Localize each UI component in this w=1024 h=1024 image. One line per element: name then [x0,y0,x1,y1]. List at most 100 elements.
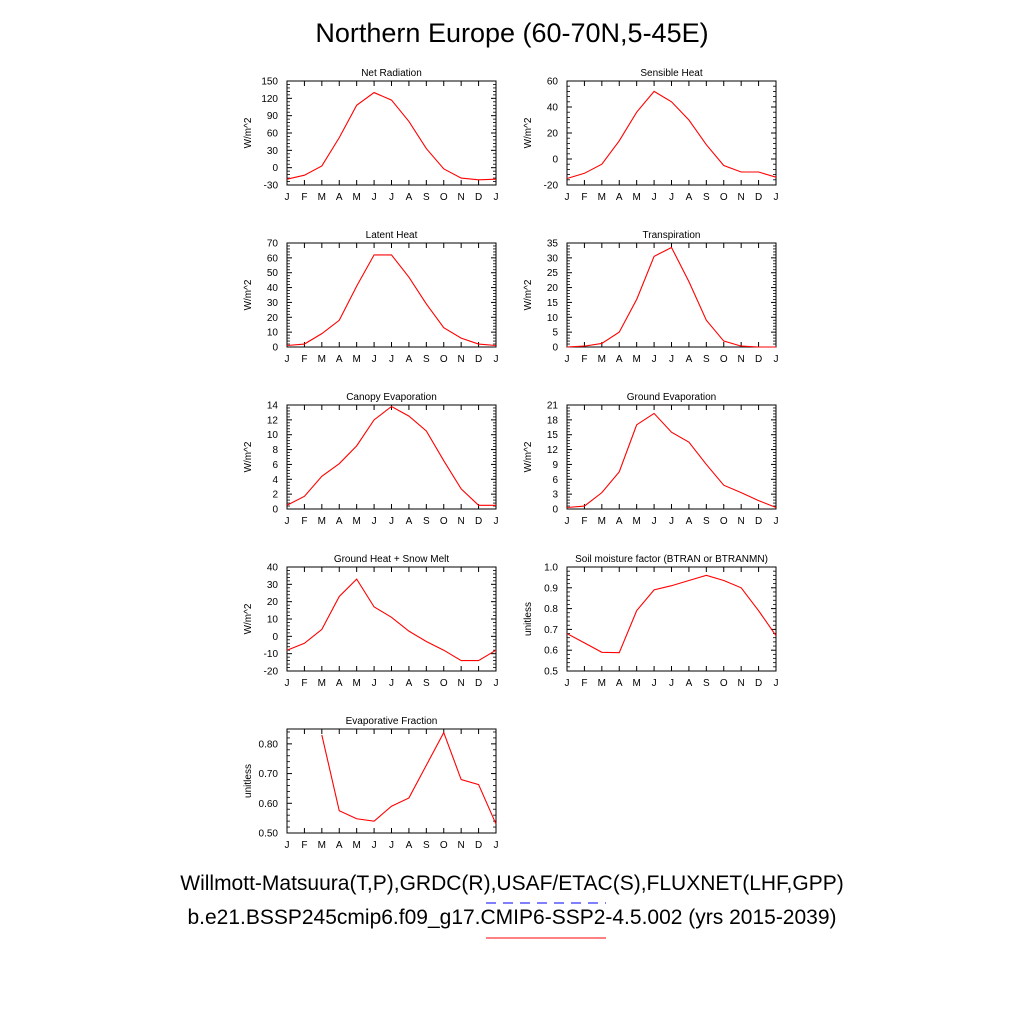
y-tick-label: 20 [267,597,279,608]
y-tick-label: 60 [547,77,559,88]
y-tick-label: 18 [547,415,559,426]
x-tick-label: J [389,516,394,527]
x-tick-label: O [440,678,448,689]
x-tick-label: O [440,354,448,365]
series-line [286,405,496,506]
y-tick-label: 0.8 [544,604,558,615]
x-tick-label: J [565,678,570,689]
x-tick-label: N [738,192,745,203]
y-tick-label: 50 [267,268,279,279]
y-tick-label: 0 [552,505,558,516]
x-tick-label: J [389,840,394,851]
x-tick-label: D [475,192,482,203]
series-line [286,254,497,347]
plot-frame [286,566,497,672]
x-tick-label: A [336,192,343,203]
x-tick-label: J [494,840,499,851]
y-tick-label: 30 [267,146,279,157]
y-tick-label: 10 [547,313,559,324]
x-tick-label: F [581,354,587,365]
y-tick-label: 60 [267,129,279,140]
y-tick-label: 1.0 [544,563,558,574]
y-tick-label: 5 [552,328,558,339]
x-tick-label: J [565,516,570,527]
y-tick-label: -30 [264,181,279,192]
x-tick-label: J [285,192,290,203]
x-tick-label: S [423,192,430,203]
page-title: Northern Europe (60-70N,5-45E) [315,18,709,48]
y-axis-label: W/m^2 [523,117,534,148]
x-tick-label: A [686,516,693,527]
legend-entry-observations: Willmott-Matsuura(T,P),GRDC(R),USAF/ETAC… [180,872,844,895]
panel-title: Canopy Evaporation [346,392,437,403]
y-tick-label: 8 [272,445,278,456]
x-tick-label: F [301,840,307,851]
x-tick-label: J [494,678,499,689]
y-tick-label: 0.9 [544,583,558,594]
panel-title: Transpiration [643,230,701,241]
x-tick-label: M [318,678,326,689]
y-tick-label: 120 [261,94,278,105]
y-tick-label: 30 [547,253,559,264]
x-tick-label: A [406,516,413,527]
x-tick-label: M [352,192,360,203]
x-tick-label: M [352,678,360,689]
x-tick-label: J [669,678,674,689]
y-axis-label: unitless [243,764,254,798]
x-tick-label: M [318,354,326,365]
x-tick-label: J [285,354,290,365]
x-tick-label: A [616,192,623,203]
x-tick-label: A [406,840,413,851]
x-tick-label: N [738,678,745,689]
legend-swatch-observations [486,902,606,904]
y-tick-label: 15 [547,430,559,441]
x-tick-label: A [686,354,693,365]
x-tick-label: J [372,516,377,527]
x-tick-label: S [703,516,710,527]
x-tick-label: A [406,192,413,203]
y-axis-label: unitless [523,602,534,636]
x-tick-label: J [652,192,657,203]
x-tick-label: N [458,354,465,365]
y-tick-label: -20 [544,181,559,192]
y-axis-label: W/m^2 [523,279,534,310]
x-tick-label: J [494,516,499,527]
y-tick-label: 60 [267,253,279,264]
y-tick-label: 40 [267,563,279,574]
legend-swatch-model [486,937,606,939]
x-tick-label: M [318,516,326,527]
x-tick-label: A [406,354,413,365]
series-line [566,90,777,180]
x-tick-label: D [755,516,762,527]
x-tick-label: S [423,678,430,689]
y-tick-label: 0 [272,343,278,354]
x-tick-label: F [301,192,307,203]
panel-soil-moisture-factor-btran-or-btranmn: Soil moisture factor (BTRAN or BTRANMN) u… [523,554,779,689]
x-tick-label: M [598,354,606,365]
y-tick-label: 10 [267,615,279,626]
y-tick-label: 30 [267,580,279,591]
x-tick-label: M [632,192,640,203]
x-tick-label: M [632,678,640,689]
plot-frame [566,404,777,510]
x-tick-label: J [652,678,657,689]
x-tick-label: O [720,354,728,365]
x-tick-label: A [336,678,343,689]
y-tick-label: 70 [267,239,279,250]
x-tick-label: J [372,678,377,689]
x-tick-label: J [669,516,674,527]
y-tick-label: 14 [267,401,279,412]
x-tick-label: J [285,678,290,689]
x-tick-label: J [494,354,499,365]
y-tick-label: -20 [264,667,279,678]
series-line [566,246,776,348]
x-tick-label: S [423,516,430,527]
x-tick-label: J [774,516,779,527]
plot-frame [286,404,497,510]
y-tick-label: 10 [267,328,279,339]
y-tick-label: 20 [547,283,559,294]
plot-frame [286,80,497,186]
